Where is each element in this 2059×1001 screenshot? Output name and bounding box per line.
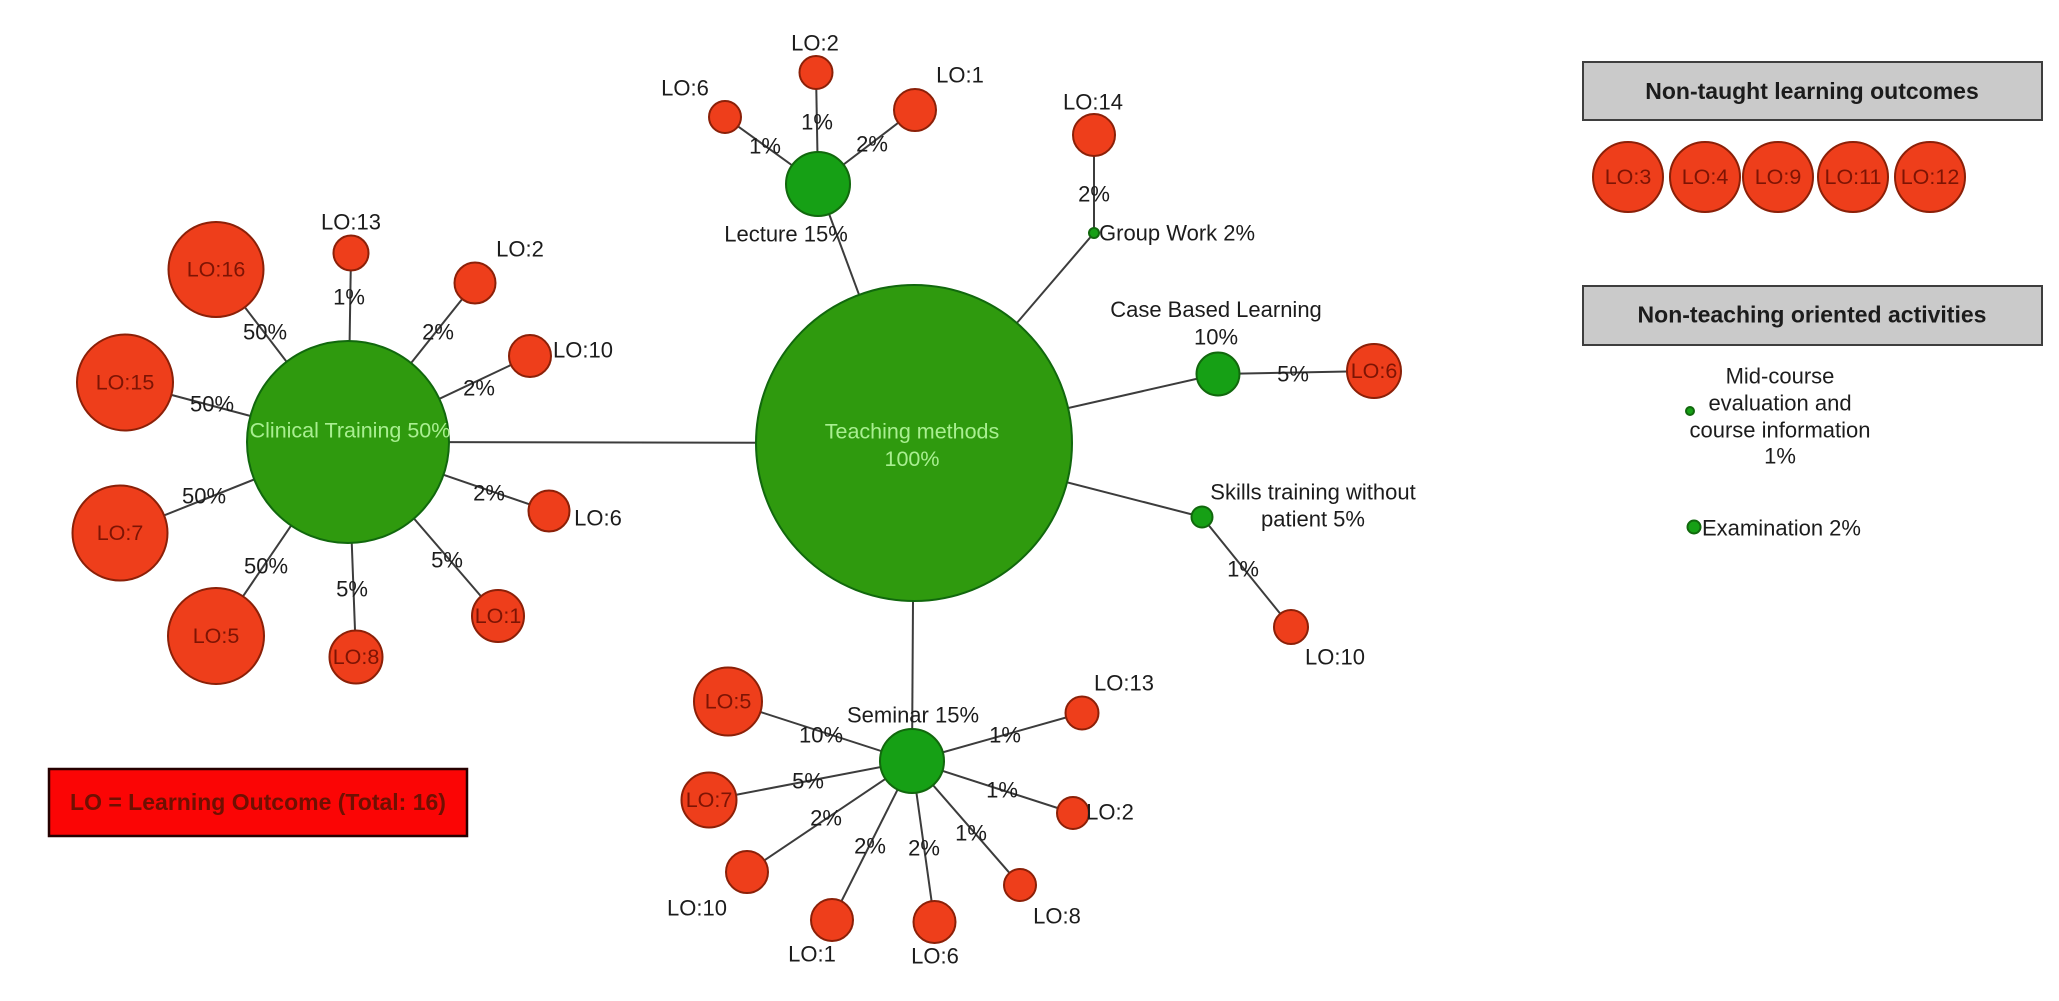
svg-text:2%: 2% <box>422 320 454 345</box>
svg-text:Group Work 2%: Group Work 2% <box>1099 221 1255 246</box>
svg-text:LO:5: LO:5 <box>705 690 752 714</box>
svg-text:2%: 2% <box>854 834 886 859</box>
svg-text:LO:10: LO:10 <box>1305 645 1365 670</box>
svg-text:5%: 5% <box>431 548 463 573</box>
svg-text:LO:13: LO:13 <box>321 210 381 235</box>
svg-text:LO:6: LO:6 <box>574 506 622 531</box>
svg-text:LO = Learning Outcome (Total:: LO = Learning Outcome (Total: 16) <box>70 789 446 815</box>
svg-text:2%: 2% <box>856 132 888 157</box>
svg-text:2%: 2% <box>1078 182 1110 207</box>
svg-text:10%: 10% <box>799 723 843 748</box>
svg-text:LO:15: LO:15 <box>96 371 155 395</box>
svg-text:1%: 1% <box>801 110 833 135</box>
svg-text:LO:5: LO:5 <box>193 624 240 648</box>
svg-text:5%: 5% <box>792 769 824 794</box>
svg-text:LO:6: LO:6 <box>1351 359 1398 383</box>
svg-text:50%: 50% <box>190 392 234 417</box>
svg-text:2%: 2% <box>908 836 940 861</box>
svg-text:Mid-course: Mid-course <box>1726 364 1835 389</box>
svg-text:5%: 5% <box>1277 362 1309 387</box>
svg-text:50%: 50% <box>244 554 288 579</box>
svg-text:LO:8: LO:8 <box>333 645 380 669</box>
svg-text:LO:2: LO:2 <box>496 237 544 262</box>
svg-text:LO:6: LO:6 <box>911 944 959 969</box>
svg-text:LO:1: LO:1 <box>475 604 522 628</box>
svg-text:1%: 1% <box>986 778 1018 803</box>
svg-text:50%: 50% <box>243 320 287 345</box>
svg-text:LO:9: LO:9 <box>1755 165 1802 189</box>
svg-text:Teaching methods: Teaching methods <box>825 420 1000 444</box>
svg-text:50%: 50% <box>182 484 226 509</box>
svg-text:LO:6: LO:6 <box>661 76 709 101</box>
svg-text:Examination 2%: Examination 2% <box>1702 516 1861 541</box>
svg-text:Non-taught learning outcomes: Non-taught learning outcomes <box>1645 78 1979 104</box>
svg-text:LO:1: LO:1 <box>936 63 984 88</box>
svg-text:Skills training without: Skills training without <box>1210 480 1415 505</box>
svg-text:5%: 5% <box>336 577 368 602</box>
svg-text:100%: 100% <box>885 447 940 471</box>
svg-text:Case Based Learning: Case Based Learning <box>1110 297 1322 322</box>
svg-text:LO:7: LO:7 <box>686 788 733 812</box>
svg-text:course information: course information <box>1690 418 1871 443</box>
svg-text:LO:2: LO:2 <box>791 31 839 56</box>
svg-text:LO:1: LO:1 <box>788 942 836 967</box>
svg-text:LO:12: LO:12 <box>1901 165 1960 189</box>
svg-text:LO:14: LO:14 <box>1063 90 1123 115</box>
svg-text:LO:7: LO:7 <box>97 521 144 545</box>
svg-text:LO:3: LO:3 <box>1605 165 1652 189</box>
svg-text:10%: 10% <box>1194 325 1238 350</box>
svg-text:1%: 1% <box>1764 444 1796 469</box>
svg-text:Clinical Training 50%: Clinical Training 50% <box>250 419 451 443</box>
svg-text:LO:13: LO:13 <box>1094 671 1154 696</box>
svg-text:1%: 1% <box>955 821 987 846</box>
svg-text:Non-teaching oriented activiti: Non-teaching oriented activities <box>1638 302 1987 328</box>
svg-text:1%: 1% <box>333 285 365 310</box>
svg-text:LO:10: LO:10 <box>667 896 727 921</box>
svg-text:1%: 1% <box>1227 557 1259 582</box>
svg-text:1%: 1% <box>989 723 1021 748</box>
svg-text:LO:16: LO:16 <box>187 258 246 282</box>
svg-text:LO:11: LO:11 <box>1825 165 1882 189</box>
svg-text:LO:2: LO:2 <box>1086 800 1134 825</box>
svg-text:patient 5%: patient 5% <box>1261 507 1365 532</box>
svg-text:LO:4: LO:4 <box>1682 165 1729 189</box>
svg-text:2%: 2% <box>473 481 505 506</box>
svg-text:2%: 2% <box>463 376 495 401</box>
svg-text:1%: 1% <box>749 134 781 159</box>
svg-text:2%: 2% <box>810 806 842 831</box>
svg-text:LO:10: LO:10 <box>553 338 613 363</box>
svg-text:evaluation and: evaluation and <box>1708 391 1851 416</box>
svg-text:Seminar 15%: Seminar 15% <box>847 703 979 728</box>
svg-text:LO:8: LO:8 <box>1033 904 1081 929</box>
svg-text:Lecture 15%: Lecture 15% <box>724 222 848 247</box>
